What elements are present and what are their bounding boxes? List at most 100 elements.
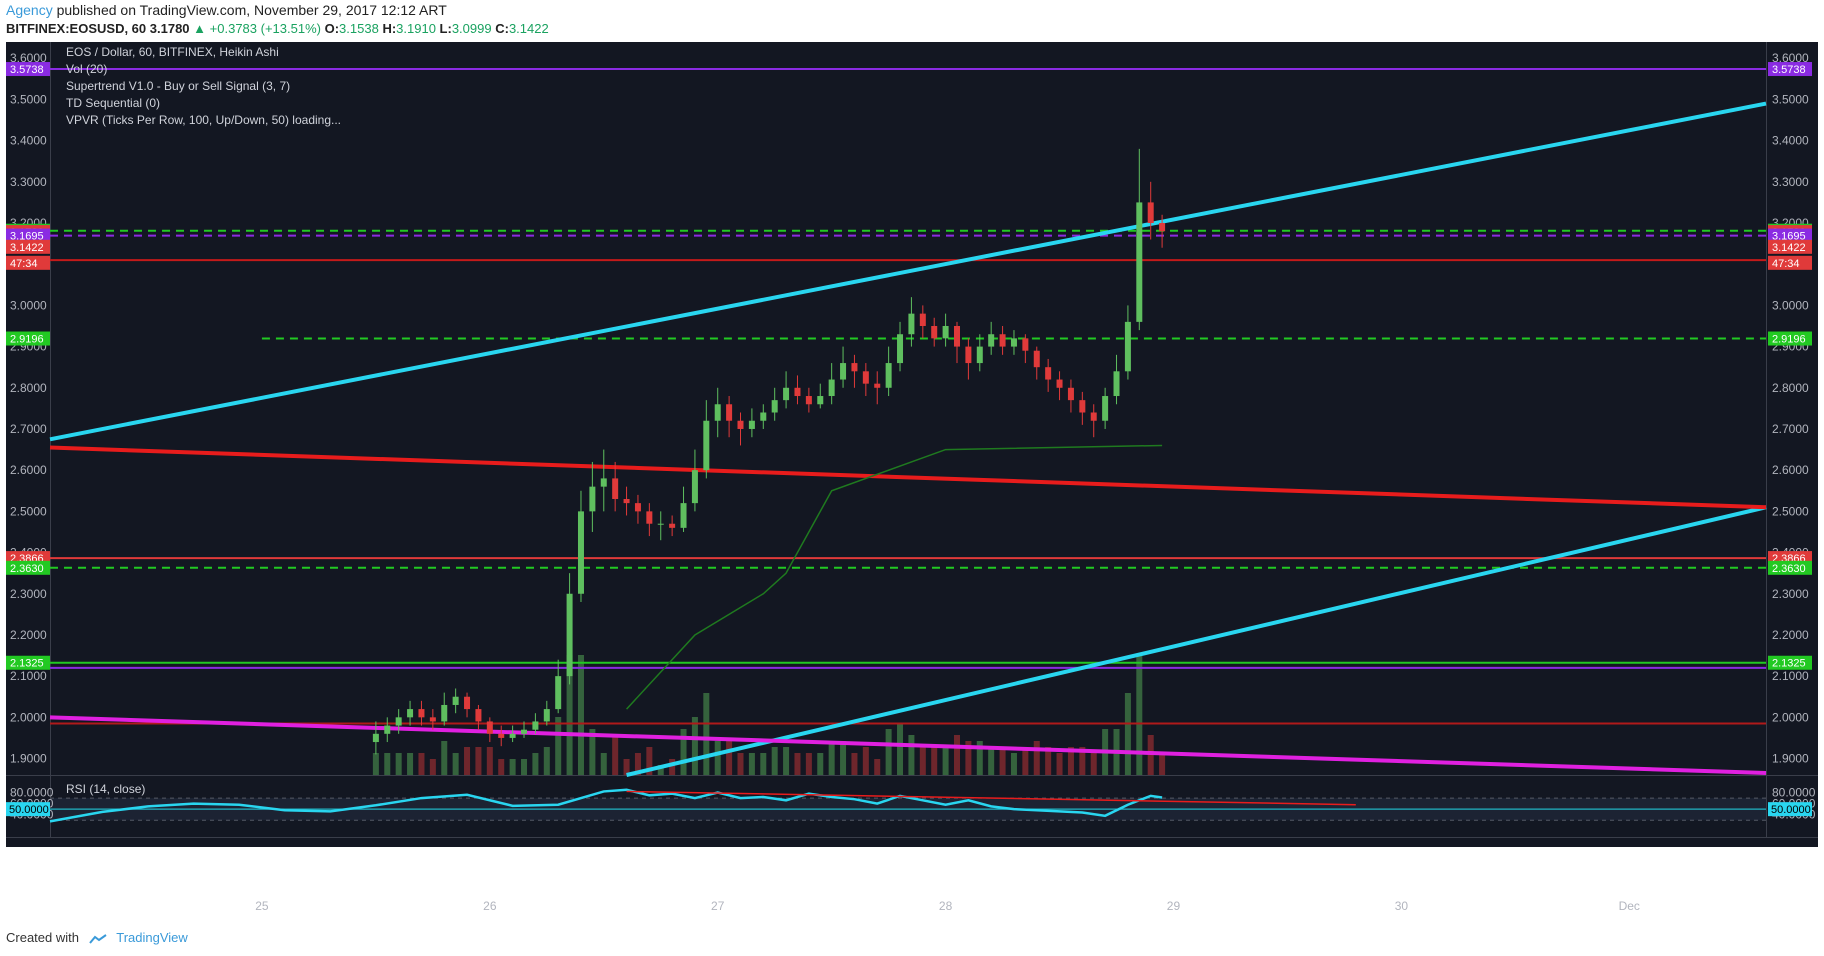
legend-item: EOS / Dollar, 60, BITFINEX, Heikin Ashi — [66, 45, 279, 59]
candle-body — [521, 729, 528, 734]
rsi-tag-right: 50.0000 — [1771, 804, 1811, 816]
candle-body — [953, 325, 960, 347]
volume-bar — [805, 753, 812, 775]
y-tick-left: 3.5000 — [10, 92, 47, 106]
symbol: BITFINEX:EOSUSD, 60 — [6, 21, 147, 36]
y-tick-right: 2.1000 — [1772, 669, 1809, 683]
volume-bar — [1045, 747, 1052, 775]
candle-body — [999, 334, 1006, 347]
y-tick-left: 2.8000 — [10, 381, 47, 395]
candle-body — [1079, 400, 1086, 413]
legend-item: Vol (20) — [66, 62, 107, 76]
candle-body — [1056, 379, 1063, 388]
price-tag-right: 3.1422 — [1772, 242, 1806, 254]
candle-body — [828, 379, 835, 397]
y-tick-left: 3.4000 — [10, 134, 47, 148]
x-tick: 30 — [1395, 899, 1409, 913]
volume-bar — [1090, 753, 1097, 775]
y-tick-left: 2.7000 — [10, 422, 47, 436]
candle-body — [714, 404, 721, 421]
candle-body — [748, 420, 755, 429]
price-tag-right: 47:34 — [1772, 258, 1800, 270]
volume-bar — [1033, 741, 1040, 775]
volume-bar — [965, 741, 972, 775]
volume-bar — [885, 729, 892, 775]
candle-body — [691, 470, 698, 504]
open-label: O: — [324, 21, 340, 36]
volume-bar — [600, 753, 607, 775]
price-tag-right-box — [1768, 560, 1812, 575]
volume-bar — [372, 753, 379, 775]
candle-body — [1090, 412, 1097, 421]
volume-bar — [657, 765, 664, 775]
volume-bar — [851, 753, 858, 775]
volume-bar — [646, 747, 653, 775]
price-tag-left: 2.1325 — [10, 658, 44, 670]
y-tick-right: 2.3000 — [1772, 587, 1809, 601]
x-tick: 27 — [711, 899, 725, 913]
tradingview-link[interactable]: TradingView — [116, 930, 188, 945]
candle-body — [919, 313, 926, 326]
trend-line — [49, 715, 1767, 775]
y-tick-right: 3.3000 — [1772, 175, 1809, 189]
price-tag-right-box — [1768, 331, 1812, 346]
candle-body — [532, 721, 539, 730]
low-value: 3.0999 — [451, 21, 492, 36]
volume-bar — [1124, 693, 1131, 775]
legend-item: TD Sequential (0) — [66, 96, 160, 110]
candle-body — [600, 478, 607, 487]
candle-body — [965, 346, 972, 364]
rsi-y-tick-left: 80.0000 — [10, 786, 54, 800]
y-tick-right: 2.0000 — [1772, 710, 1809, 724]
y-tick-right: 3.6000 — [1772, 51, 1809, 65]
price-tag-left: 2.3630 — [10, 563, 44, 575]
volume-bar — [543, 747, 550, 775]
volume-bar — [566, 655, 573, 775]
y-tick-right: 2.7000 — [1772, 422, 1809, 436]
volume-bar — [817, 753, 824, 775]
price-tag-left-box — [6, 655, 50, 670]
rsi-tag-left: 50.0000 — [9, 804, 49, 816]
volume-bar — [407, 753, 414, 775]
publish-info: Agency published on TradingView.com, Nov… — [6, 2, 447, 18]
candle-body — [577, 511, 584, 594]
candle-body — [634, 503, 641, 512]
candle-body — [988, 334, 995, 347]
y-tick-right: 3.5000 — [1772, 92, 1809, 106]
price-tag-right-box — [1768, 228, 1812, 243]
candle-body — [441, 704, 448, 722]
candle-body — [862, 371, 869, 384]
change: +0.3783 (+13.51%) — [209, 21, 321, 36]
candle-body — [429, 717, 436, 722]
candle-body — [589, 486, 596, 512]
candle-body — [1136, 202, 1143, 322]
candle-body — [840, 363, 847, 380]
volume-bar — [612, 735, 619, 775]
candle-body — [384, 725, 391, 734]
volume-bar — [1159, 753, 1166, 775]
volume-bar — [1067, 747, 1074, 775]
publish-text: published on TradingView.com, November 2… — [56, 2, 447, 18]
volume-bar — [726, 741, 733, 775]
y-tick-right: 1.9000 — [1772, 752, 1809, 766]
volume-bar — [680, 729, 687, 775]
volume-bar — [486, 747, 493, 775]
y-tick-right: 2.8000 — [1772, 381, 1809, 395]
candle-body — [1102, 396, 1109, 421]
y-tick-left: 3.0000 — [10, 298, 47, 312]
volume-bar — [874, 759, 881, 775]
price-chart[interactable]: 3.6000 3.6000 3.5000 3.5000 3.4000 3.4000 3.30… — [0, 42, 1824, 920]
volume-bar — [521, 759, 528, 775]
rsi-divergence-line — [626, 790, 1356, 806]
candle-body — [612, 478, 619, 500]
candle-body — [486, 721, 493, 734]
y-tick-left: 3.3000 — [10, 175, 47, 189]
x-tick: 26 — [483, 899, 497, 913]
candle-body — [942, 325, 949, 339]
candle-body — [646, 511, 653, 524]
high-label: H: — [382, 21, 397, 36]
chart-background — [6, 42, 1818, 847]
volume-bar — [760, 753, 767, 775]
candle-body — [897, 334, 904, 364]
author-link[interactable]: Agency — [6, 2, 53, 18]
